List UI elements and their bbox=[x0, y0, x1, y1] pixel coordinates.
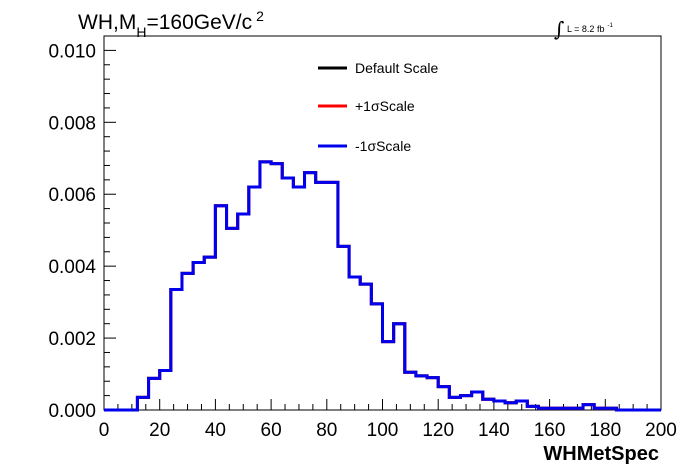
legend-entry: Default Scale bbox=[355, 60, 438, 76]
y-tick-label: 0.000 bbox=[48, 401, 96, 422]
x-tick-label: 160 bbox=[534, 420, 566, 441]
chart-title: WH,MH=160GeV/c 2 bbox=[78, 8, 264, 40]
x-tick-label: 60 bbox=[261, 420, 282, 441]
y-tick-label: 0.002 bbox=[48, 329, 96, 350]
title-main: WH,M bbox=[78, 11, 136, 34]
histogram-series bbox=[104, 160, 661, 412]
x-tick-label: 120 bbox=[422, 420, 454, 441]
legend-entry: -1σScale bbox=[355, 138, 411, 154]
x-axis-ticks: 0 20 40 60 80 100 120 140 160 180 200 bbox=[99, 399, 677, 441]
y-axis-ticks: 0.000 0.002 0.004 0.006 0.008 0.010 bbox=[48, 35, 116, 422]
series-line-2 bbox=[104, 160, 661, 412]
lumi-integral-sign: ∫ bbox=[554, 17, 564, 41]
lumi-superscript: -1 bbox=[607, 23, 613, 29]
title-rest: =160GeV/c bbox=[146, 11, 252, 34]
legend: Default Scale +1σScale -1σScale bbox=[318, 60, 438, 154]
x-tick-label: 0 bbox=[99, 420, 110, 441]
series-line-0 bbox=[104, 160, 661, 412]
y-tick-label: 0.006 bbox=[48, 185, 96, 206]
title-subscript: H bbox=[136, 24, 146, 40]
x-tick-label: 100 bbox=[367, 420, 399, 441]
x-tick-label: 20 bbox=[149, 420, 170, 441]
x-tick-label: 80 bbox=[316, 420, 337, 441]
y-tick-label: 0.004 bbox=[48, 257, 96, 278]
plot-frame bbox=[103, 35, 662, 411]
legend-entry: +1σScale bbox=[355, 98, 415, 114]
x-tick-label: 180 bbox=[589, 420, 621, 441]
title-superscript: 2 bbox=[256, 8, 264, 24]
lumi-text: L = 8.2 fb bbox=[567, 24, 604, 34]
x-axis-label: WHMetSpec bbox=[543, 443, 659, 465]
x-tick-label: 140 bbox=[478, 420, 510, 441]
lumi-label: L = 8.2 fb -1 bbox=[567, 23, 613, 34]
x-tick-label: 40 bbox=[205, 420, 226, 441]
y-tick-label: 0.010 bbox=[48, 41, 96, 62]
y-tick-label: 0.008 bbox=[48, 113, 96, 134]
series-line-1 bbox=[104, 160, 661, 412]
x-tick-label: 200 bbox=[645, 420, 677, 441]
